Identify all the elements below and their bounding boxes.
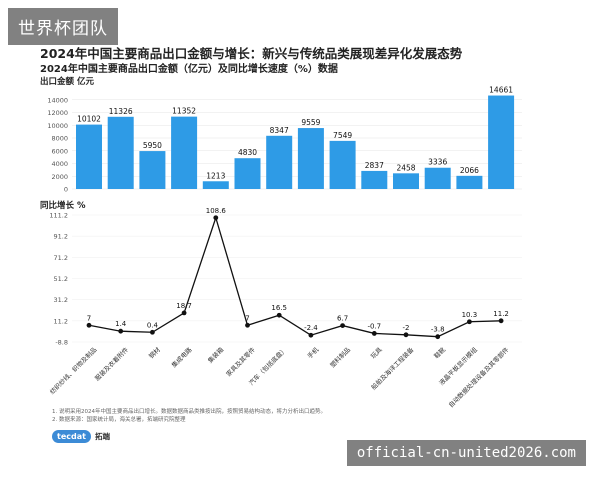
- line-y-tick-label: 51.2: [54, 275, 68, 283]
- line-y-tick-label: 111.2: [49, 212, 68, 220]
- growth-value-label: 108.6: [206, 207, 227, 215]
- bar-value-label: 8347: [270, 126, 289, 135]
- growth-value-label: -2.4: [304, 324, 318, 332]
- logo-mark: tecdat: [52, 430, 91, 443]
- bar-6: [266, 135, 293, 189]
- x-category-label: 鞋靴: [432, 345, 448, 361]
- line-y-tick-label: 11.2: [54, 317, 68, 325]
- line-y-tick-label: -8.8: [55, 339, 68, 347]
- growth-value-label: -3.8: [431, 326, 445, 334]
- bar-value-label: 5950: [143, 141, 162, 150]
- bar-5: [234, 158, 261, 189]
- growth-point-9: [371, 331, 377, 336]
- bar-10: [393, 173, 419, 189]
- bar-4: [202, 181, 229, 189]
- growth-value-label: 0.4: [147, 321, 159, 329]
- footnote-2: 2. 数据来源：国家统计局，海关总署，拓端研究院整理: [52, 417, 186, 423]
- growth-point-1: [118, 328, 124, 334]
- growth-value-label: 16.5: [271, 304, 287, 312]
- growth-value-label: 10.3: [462, 311, 478, 319]
- growth-point-0: [86, 322, 92, 328]
- growth-value-label: 6.7: [337, 315, 348, 323]
- x-category-label: 钢材: [147, 345, 163, 361]
- bar-value-label: 3336: [428, 158, 447, 167]
- growth-value-label: 1.4: [115, 320, 127, 328]
- bar-7: [297, 128, 324, 189]
- bar-y-tick-label: 2000: [51, 173, 68, 181]
- growth-value-label: 7: [87, 314, 91, 322]
- bar-value-label: 9559: [301, 118, 320, 127]
- bar-0: [76, 124, 102, 189]
- line-y-tick-label: 71.2: [54, 254, 68, 262]
- growth-point-6: [276, 312, 282, 318]
- bar-2: [139, 151, 166, 189]
- x-category-label: 手机: [305, 345, 321, 361]
- bar-value-label: 2837: [365, 161, 384, 170]
- chart-title: 2024年中国主要商品出口金额与增长：新兴与传统品类展现差异化发展态势: [40, 46, 463, 61]
- bar-11: [424, 167, 451, 189]
- growth-point-13: [498, 318, 504, 324]
- growth-point-2: [150, 329, 155, 335]
- growth-value-label: -2: [403, 324, 410, 332]
- logo-text: 拓端: [94, 432, 110, 441]
- bar-12: [456, 175, 483, 189]
- bar-y-tick-label: 4000: [51, 160, 68, 168]
- x-category-label: 家具及其零件: [224, 345, 257, 378]
- growth-point-11: [435, 334, 441, 340]
- bar-y-tick-label: 14000: [47, 96, 68, 104]
- bar-1: [107, 116, 134, 189]
- growth-point-3: [181, 310, 187, 316]
- bar-13: [488, 95, 515, 189]
- bar-y-tick-label: 6000: [51, 147, 68, 155]
- x-category-label: 集装箱: [205, 345, 225, 365]
- growth-point-5: [245, 322, 250, 328]
- growth-point-7: [308, 332, 314, 338]
- bar-value-label: 2458: [396, 163, 415, 172]
- growth-value-label: -0.7: [367, 322, 381, 330]
- growth-value-label: 7: [245, 314, 249, 322]
- bar-y-tick-label: 0: [64, 186, 68, 194]
- x-category-label: 服装及衣着附件: [93, 345, 131, 383]
- bar-value-label: 14661: [489, 86, 513, 95]
- bar-y-tick-label: 12000: [47, 109, 68, 117]
- growth-line: [88, 215, 502, 338]
- brand-logo: tecdat 拓端: [52, 430, 110, 443]
- bar-axis-label: 出口金额 亿元: [40, 77, 94, 87]
- x-category-label: 自动数据处理设备及其零部件: [446, 345, 510, 409]
- bar-value-label: 11326: [109, 107, 133, 116]
- growth-point-4: [213, 215, 219, 221]
- bar-8: [329, 140, 356, 189]
- x-category-label: 纺织纱线、织物及制品: [48, 345, 99, 396]
- growth-point-10: [403, 332, 409, 338]
- bar-value-label: 7549: [333, 131, 352, 140]
- growth-point-12: [467, 319, 472, 325]
- growth-point-8: [340, 323, 345, 328]
- bar-value-label: 11352: [172, 107, 196, 116]
- watermark-top: 世界杯团队: [8, 8, 118, 45]
- growth-value-label: 11.2: [493, 310, 509, 318]
- x-category-label: 集成电路: [169, 345, 194, 370]
- bar-value-label: 4830: [238, 148, 257, 157]
- bar-y-tick-label: 10000: [47, 122, 68, 130]
- watermark-bottom: official-cn-united2026.com: [346, 440, 586, 466]
- line-axis-label: 同比增长 %: [40, 201, 86, 211]
- line-y-tick-label: 91.2: [54, 233, 68, 241]
- footnote-1: 1. 说明采用2024年中国主要商品出口增长。数据数据商品类推按出院，按照贸易结…: [52, 409, 326, 415]
- bar-value-label: 2066: [460, 166, 479, 175]
- bar-3: [171, 116, 198, 189]
- chart-subtitle: 2024年中国主要商品出口金额（亿元）及同比增长速度（%）数据: [40, 64, 338, 75]
- bar-value-label: 1213: [206, 171, 225, 180]
- x-category-label: 塑料制品: [328, 345, 352, 369]
- bar-value-label: 10102: [77, 115, 101, 124]
- bar-y-tick-label: 8000: [51, 135, 68, 143]
- growth-value-label: 18.7: [176, 302, 192, 310]
- bar-9: [361, 170, 388, 189]
- x-category-label: 玩具: [369, 345, 384, 360]
- line-y-tick-label: 31.2: [54, 296, 68, 304]
